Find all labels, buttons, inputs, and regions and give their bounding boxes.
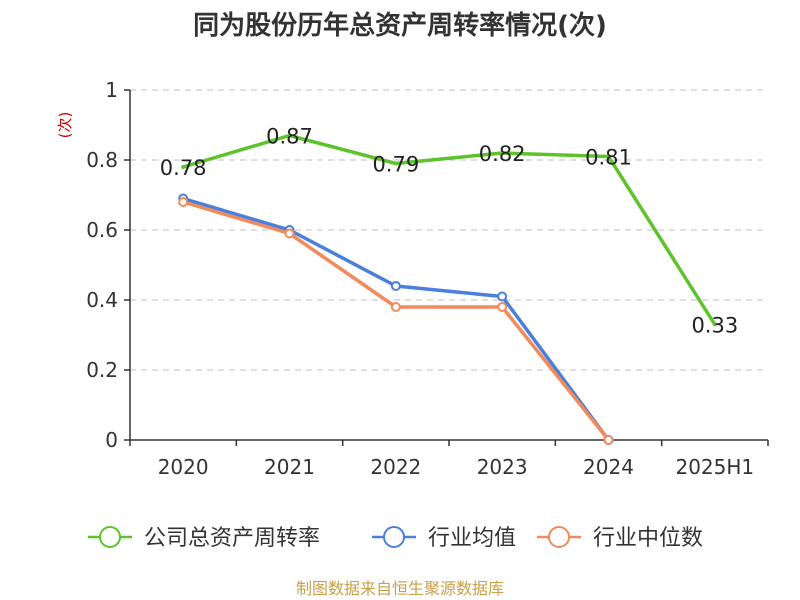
data-point [178, 197, 189, 207]
y-tick-label: 0.2 [86, 358, 118, 382]
legend: 公司总资产周转率 行业均值 行业中位数 [88, 526, 703, 551]
legend-item: 行业中位数 [537, 526, 703, 551]
series-0 [181, 133, 717, 327]
x-tick-label: 2025H1 [675, 455, 754, 479]
data-label: 0.82 [479, 142, 526, 166]
y-tick-labels: 0 0.2 0.4 0.6 0.8 1 [86, 78, 118, 452]
series-lines [178, 133, 717, 445]
legend-item: 行业均值 [372, 526, 516, 551]
data-label: 0.81 [585, 146, 632, 170]
legend-label: 行业中位数 [593, 526, 703, 551]
y-tick-label: 1 [105, 78, 118, 102]
axes [124, 89, 769, 446]
legend-marker [99, 526, 121, 548]
data-point [390, 281, 401, 291]
legend-marker [383, 526, 405, 548]
series-line [182, 200, 610, 442]
legend-label: 公司总资产周转率 [144, 526, 320, 551]
x-tick-label: 2024 [583, 455, 634, 479]
x-tick-labels: 2020 2021 2022 2023 2024 2025H1 [158, 455, 754, 479]
data-label: 0.87 [266, 125, 313, 149]
series-line [182, 196, 610, 442]
gridlines [130, 89, 768, 371]
data-point [606, 154, 611, 159]
data-point [497, 302, 508, 312]
data-point [287, 133, 292, 138]
data-point [497, 291, 508, 302]
data-label: 0.33 [691, 314, 738, 338]
data-label: 0.79 [372, 153, 419, 177]
chart-title: 同为股份历年总资产周转率情况(次) [193, 10, 607, 41]
x-tick-label: 2022 [370, 455, 421, 479]
data-point [181, 165, 186, 169]
x-tick-label: 2023 [477, 455, 528, 479]
data-point [284, 228, 295, 239]
series-2 [178, 197, 614, 445]
data-point [390, 302, 401, 312]
y-tick-label: 0.4 [86, 288, 118, 312]
data-label: 0.78 [160, 156, 207, 180]
series-line [182, 133, 717, 326]
y-tick-label: 0 [105, 428, 118, 452]
x-tick-label: 2020 [158, 455, 209, 479]
series-1 [178, 193, 614, 445]
legend-marker [548, 526, 570, 548]
data-point [712, 322, 717, 327]
data-point [393, 161, 398, 166]
legend-label: 行业均值 [428, 526, 516, 551]
x-tick-label: 2021 [264, 455, 315, 479]
source-note: 制图数据来自恒生聚源数据库 [296, 579, 504, 598]
y-tick-label: 0.8 [86, 148, 118, 172]
data-point [603, 435, 614, 445]
data-labels: 0.78 0.87 0.79 0.82 0.81 0.33 [160, 125, 738, 338]
legend-item: 公司总资产周转率 [88, 526, 320, 551]
y-tick-label: 0.6 [86, 218, 118, 242]
y-axis-label: (次) [56, 112, 74, 139]
data-point [500, 151, 505, 155]
